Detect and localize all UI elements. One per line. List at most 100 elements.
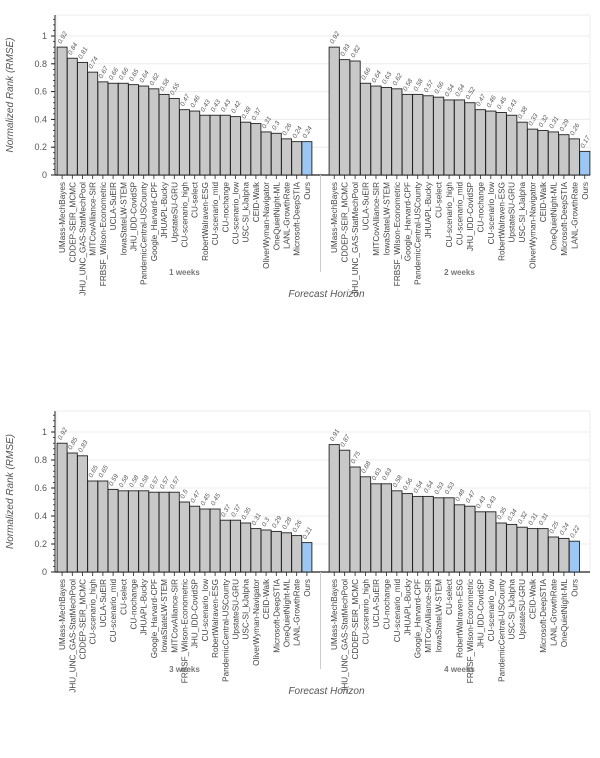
x-category-label: IowaStateLW-STEM [160,579,169,653]
x-category-label: CDDEP-SEIR_MCMC [351,579,360,660]
bar [464,505,476,573]
bar-value-label: 0.3 [271,120,282,132]
x-category-label: UCLA-SuEIR [109,182,118,230]
x-category-label: CDDEP-SEIR_MCMC [79,579,88,660]
facet-label: 4 weeks [444,665,475,674]
x-category-label: OliverWyman-Navigator [252,579,261,666]
x-category-label: UpstateSU-GRU [170,182,179,243]
x-category-label: JHU_IDD-CovidSP [130,181,139,251]
x-category-label: JHU_IDD-CovidSP [476,578,485,648]
bar [401,93,413,176]
facet-label: 1 weeks [169,268,200,277]
x-category-label: CU-scenario_mid [211,182,220,246]
x-category-label: USC-SI_kJalpha [242,182,251,243]
bar [464,102,476,176]
x-category-label: CU-scenario_high [181,182,190,248]
bar [230,519,241,573]
bar [443,497,455,573]
y-tick-label: 0.4 [34,511,47,521]
bar [168,98,180,176]
bar [401,493,413,573]
x-category-label: PandemicCentral-USCounty [221,578,230,682]
x-category-label: FRBSF_Wilson-Econometric [181,579,190,683]
x-category-label: Ours [303,182,312,200]
x-category-label: Microsoft-DeepSTIA [272,578,281,652]
bar [359,476,372,573]
x-category-label: Google_Harvard-CPF [403,182,412,261]
bar [339,449,351,573]
bar [97,480,109,573]
x-category-label: OneQuietNight-ML [560,579,569,648]
bar [516,526,528,573]
x-category-label: Microsoft-DeepSTIA [293,181,302,255]
bar [158,491,170,573]
x-category-label: Google_Harvard-CPF [150,579,159,658]
bar [301,141,313,176]
bar [240,121,252,176]
facet-label: 3 weeks [169,665,200,674]
facet-4-weeks: 0.91UMass-MechBayes0.87JHU_UNC_GAS-StatM… [328,428,582,693]
bar [568,540,580,573]
x-category-label: JHU_UNC_GAS-StatMechPool [351,182,360,296]
x-category-label: CU-scenario_low [232,182,241,244]
bar [189,505,201,573]
bar [270,530,282,573]
bar [107,82,119,176]
bar [537,528,549,573]
x-category-label: OliverWyman-Navigator [262,182,271,269]
bar [412,495,424,573]
x-category-label: CEID-Walk [262,578,271,619]
x-category-label: UCLA-SuEIR [99,579,108,627]
bar [270,132,282,176]
x-category-label: CU-select [445,578,454,615]
bar [537,130,549,176]
bar [474,511,486,573]
x-category-label: CU-nochange [221,182,230,233]
x-category-label: LANL-GrowthRate [549,579,558,646]
y-tick-label: 0.6 [34,87,47,97]
x-category-label: Google_Harvard-CPF [414,579,423,658]
bar [77,455,88,573]
x-category-label: CEID-Walk [539,181,548,222]
bar [128,490,139,573]
x-category-label: RobertWalraven-ESG [456,579,465,658]
x-category-label: MITCovAlliance-SIR [170,579,179,653]
bar [453,99,466,176]
bar [301,542,313,573]
bar [568,138,580,176]
bar [547,536,560,573]
bar [495,111,507,176]
bar [433,96,445,176]
x-category-label: JHU_IDD-CovidSP [466,181,475,251]
bar [349,60,361,176]
x-category-label: Ours [570,579,579,597]
bar [219,519,231,573]
bar [219,114,231,176]
x-axis-title: Forecast Horizon [288,686,365,697]
x-category-label: CU-nochange [476,182,485,233]
bar-value-label: 0.5 [179,488,190,500]
x-category-label: LANL-GrowthRate [570,182,579,249]
x-category-label: PandemicCentral-USCounty [140,181,149,285]
x-category-label: JHU_UNC_GAS-StatMechPool [79,182,88,296]
bar [349,466,361,573]
x-category-label: JHU_UNC_GAS-StatMechPool [68,579,77,693]
bar [474,109,486,176]
bar [527,128,539,176]
bar [380,86,392,176]
bar [250,123,262,176]
chart-panel-row-1: 0 0.2 0.4 0.6 0.8 1 Normalized Rank (RMSE) 0.92… [5,14,592,300]
x-category-label: UMass-MechBayes [58,182,67,253]
x-category-label: CU-scenario_low [487,579,496,641]
x-category-label: UpstateSU-GRU [232,579,241,640]
bar [291,141,303,176]
bar [209,114,221,176]
x-category-label: CU-nochange [382,579,391,630]
bar [179,109,190,176]
bar [485,511,497,573]
bar [391,490,403,573]
bar [281,532,292,573]
y-tick-label: 0.4 [34,114,47,124]
